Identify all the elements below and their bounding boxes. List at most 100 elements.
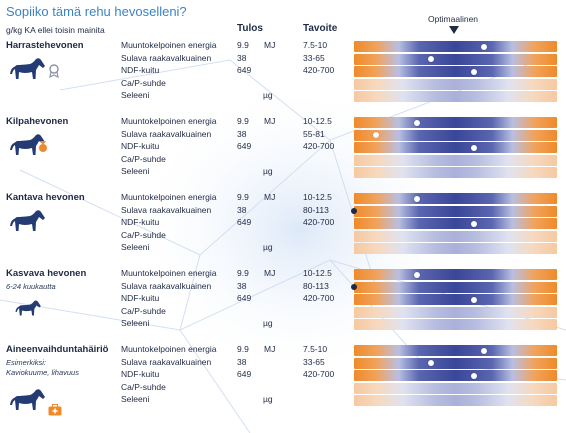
unit-label: µg <box>263 90 273 100</box>
nutrient-label: Sulava raakavalkuainen <box>121 356 212 367</box>
result-value: 649 <box>237 369 252 379</box>
result-value: 9.9 <box>237 192 249 202</box>
group-title: Aineenvaihduntahäiriö <box>6 344 109 355</box>
nutrient-label: Ca/P-suhde <box>121 229 166 240</box>
unit-label: µg <box>263 318 273 328</box>
nutrient-label: Ca/P-suhde <box>121 305 166 316</box>
group-title: Harrastehevonen <box>6 40 84 51</box>
range-bar <box>354 167 557 178</box>
value-marker <box>428 360 435 366</box>
optimal-label: Optimaalinen <box>427 14 479 24</box>
result-value: 649 <box>237 293 252 303</box>
range-bar <box>354 53 557 65</box>
range-bar <box>354 66 557 77</box>
unit-label: MJ <box>264 40 276 50</box>
group-title: Kasvava hevonen <box>6 268 87 279</box>
young-horse-icon <box>14 298 43 325</box>
target-range: 420-700 <box>303 217 335 227</box>
nutrient-label: NDF-kuitu <box>121 369 160 379</box>
unit-label: MJ <box>264 344 276 354</box>
range-bar <box>354 142 557 153</box>
range-bar <box>354 382 557 394</box>
nutrient-label: Seleeni <box>121 242 150 252</box>
unit-label: MJ <box>264 268 276 278</box>
range-bar <box>354 357 557 369</box>
range-bar <box>354 218 557 229</box>
range-bar <box>354 243 557 254</box>
nutrient-group: Kantava hevonen Muuntokelpoinen energia 9.… <box>0 190 566 270</box>
unit-note: g/kg KA ellei toisin mainita <box>6 25 105 35</box>
group-subtitle: 6-24 kuukautta <box>6 282 56 291</box>
unit-label: µg <box>263 166 273 176</box>
value-marker <box>351 284 357 290</box>
nutrient-label: NDF-kuitu <box>121 293 160 303</box>
target-range: 10-12.5 <box>303 116 332 126</box>
horse-with-rosette-icon <box>8 55 59 90</box>
range-bar <box>354 91 557 102</box>
target-range: 7.5-10 <box>303 344 328 354</box>
optimal-arrow-icon <box>449 26 459 34</box>
range-bar <box>354 306 557 318</box>
range-bar <box>354 154 557 166</box>
target-range: 80-113 <box>303 204 329 215</box>
nutrient-label: Sulava raakavalkuainen <box>121 52 212 63</box>
value-marker <box>413 119 420 126</box>
page-title: Sopiiko tämä rehu hevoselleni? <box>6 4 187 19</box>
result-value: 9.9 <box>237 344 249 354</box>
nutrient-label: Muuntokelpoinen energia <box>121 116 217 126</box>
value-marker <box>470 68 477 75</box>
nutrient-label: Seleeni <box>121 166 150 176</box>
nutrient-label: Ca/P-suhde <box>121 381 166 392</box>
result-value: 38 <box>237 356 247 367</box>
unit-label: MJ <box>264 116 276 126</box>
range-bar <box>354 205 557 217</box>
nutrient-label: NDF-kuitu <box>121 141 160 151</box>
nutrient-label: NDF-kuitu <box>121 217 160 227</box>
nutrient-label: Sulava raakavalkuainen <box>121 280 212 291</box>
range-bar <box>354 370 557 381</box>
target-range: 420-700 <box>303 293 335 303</box>
nutrient-group: Kilpahevonen Muuntokelpoinen energia 9.9 MJ… <box>0 114 566 194</box>
value-marker <box>480 43 487 50</box>
result-value: 9.9 <box>237 40 249 50</box>
range-bar <box>354 78 557 90</box>
range-bar <box>354 193 557 204</box>
target-range: 420-700 <box>303 141 335 151</box>
range-bar <box>354 129 557 141</box>
range-bar <box>354 41 557 52</box>
result-value: 9.9 <box>237 268 249 278</box>
result-value: 9.9 <box>237 116 249 126</box>
value-marker <box>470 220 477 227</box>
target-range: 10-12.5 <box>303 268 332 278</box>
unit-label: µg <box>263 394 273 404</box>
range-bar <box>354 281 557 293</box>
nutrient-label: Ca/P-suhde <box>121 77 166 88</box>
pregnant-horse-icon <box>8 207 48 242</box>
value-marker <box>470 144 477 151</box>
nutrient-label: Muuntokelpoinen energia <box>121 344 217 354</box>
target-range: 420-700 <box>303 65 335 75</box>
unit-label: µg <box>263 242 273 252</box>
horse-with-medal-icon <box>8 131 48 166</box>
result-value: 38 <box>237 204 247 215</box>
value-marker <box>413 271 420 278</box>
target-range: 33-65 <box>303 356 325 367</box>
result-value: 649 <box>237 65 252 75</box>
value-marker <box>480 347 487 354</box>
horse-with-medkit-icon <box>8 386 62 421</box>
range-bar <box>354 117 557 128</box>
nutrient-label: Muuntokelpoinen energia <box>121 40 217 50</box>
range-bar <box>354 294 557 305</box>
result-value: 649 <box>237 141 252 151</box>
target-range: 80-113 <box>303 280 329 291</box>
result-value: 38 <box>237 280 247 291</box>
nutrient-label: Muuntokelpoinen energia <box>121 192 217 202</box>
nutrient-label: Seleeni <box>121 394 150 404</box>
range-bar <box>354 269 557 280</box>
group-title: Kilpahevonen <box>6 116 69 127</box>
result-column-header: Tulos <box>237 23 263 34</box>
value-marker <box>470 296 477 303</box>
range-bar <box>354 230 557 242</box>
nutrient-label: Seleeni <box>121 90 150 100</box>
nutrient-group: Harrastehevonen Muuntokelpoinen energia 9.… <box>0 38 566 118</box>
